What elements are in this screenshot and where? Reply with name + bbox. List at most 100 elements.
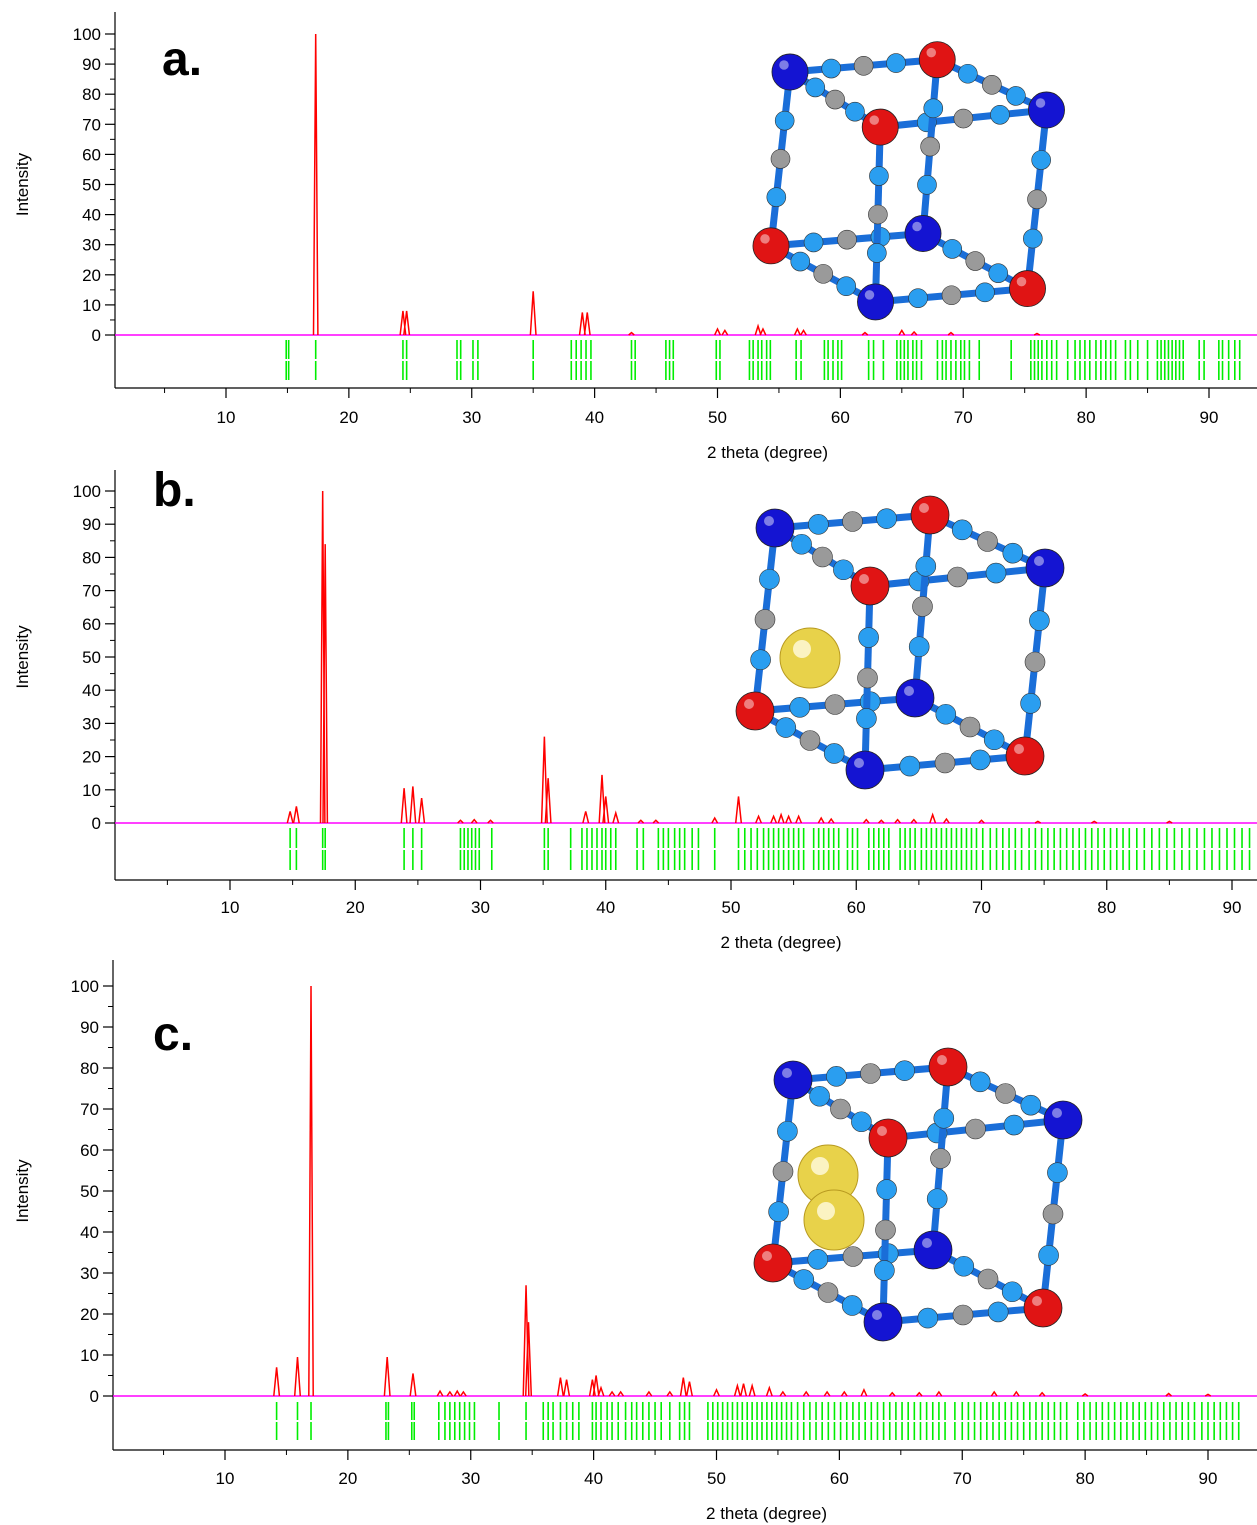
y-tick-label: 60 xyxy=(82,615,101,634)
panel-label: c. xyxy=(153,1008,193,1061)
y-tick-label: 10 xyxy=(82,296,101,315)
peak xyxy=(910,330,918,336)
guest-highlight xyxy=(793,640,811,658)
peak xyxy=(592,1375,600,1397)
nitrogen-atom xyxy=(1003,1114,1025,1136)
atom-highlight xyxy=(1032,1296,1042,1306)
carbon-atom xyxy=(920,136,940,157)
peak xyxy=(578,312,586,336)
peak xyxy=(598,774,606,824)
nitrogen-atom xyxy=(851,1111,872,1133)
nitrogen-atom xyxy=(1038,1245,1059,1266)
metal-atom xyxy=(1009,270,1046,308)
nitrogen-atom xyxy=(856,708,877,729)
nitrogen-atom xyxy=(774,110,795,131)
peak xyxy=(459,1390,467,1397)
y-axis-title: Intensity xyxy=(13,1159,32,1223)
peak xyxy=(894,818,901,824)
nitrogen-atom xyxy=(867,243,887,263)
atom-highlight xyxy=(877,1126,887,1136)
y-tick-label: 80 xyxy=(80,1059,99,1078)
guest-highlight xyxy=(817,1202,835,1220)
peak xyxy=(802,1390,810,1397)
peak xyxy=(597,1385,605,1397)
carbon-atom xyxy=(754,609,776,630)
peak xyxy=(685,1381,694,1397)
nitrogen-atom xyxy=(983,729,1005,751)
peak xyxy=(666,1390,674,1397)
peak xyxy=(436,1389,444,1397)
nitrogen-atom xyxy=(793,1269,815,1290)
peak xyxy=(383,1356,391,1397)
peak xyxy=(582,811,590,824)
nitrogen-atom xyxy=(908,288,928,308)
peak xyxy=(779,1390,787,1397)
carbon-atom xyxy=(813,264,834,284)
atom-highlight xyxy=(764,516,774,526)
metal-atom xyxy=(868,1118,908,1158)
y-tick-label: 20 xyxy=(82,748,101,767)
nitrogen-atom xyxy=(766,187,787,207)
peak xyxy=(308,985,314,1397)
x-tick-label: 80 xyxy=(1077,408,1096,427)
peak xyxy=(679,1377,687,1397)
carbon-atom xyxy=(875,1219,896,1241)
peak xyxy=(403,310,411,336)
carbon-atom xyxy=(842,1246,864,1267)
nitrogen-atom xyxy=(923,98,944,119)
peak xyxy=(759,327,767,336)
nitrogen-atom xyxy=(935,703,957,725)
x-tick-label: 20 xyxy=(338,1469,357,1488)
nitrogen-atom xyxy=(876,508,897,529)
peak xyxy=(770,814,778,824)
metal-atom xyxy=(1043,1100,1083,1140)
peak xyxy=(1033,332,1041,336)
peak xyxy=(943,817,950,824)
y-tick-label: 70 xyxy=(82,582,101,601)
nitrogen-atom xyxy=(975,282,995,303)
panel-label: a. xyxy=(162,33,202,86)
metal-atom xyxy=(1005,736,1045,776)
peak xyxy=(1081,1393,1089,1397)
nitrogen-atom xyxy=(777,1120,798,1142)
y-tick-label: 30 xyxy=(80,1264,99,1283)
nitrogen-atom xyxy=(805,77,826,98)
peak xyxy=(645,1390,653,1397)
carbon-atom xyxy=(912,596,933,617)
x-axis-title: 2 theta (degree) xyxy=(706,1504,827,1523)
atom-highlight xyxy=(937,1055,947,1065)
peak xyxy=(740,1383,748,1397)
nitrogen-atom xyxy=(759,568,780,590)
x-tick-label: 30 xyxy=(461,1469,480,1488)
nitrogen-atom xyxy=(775,717,797,738)
peak xyxy=(990,1390,998,1397)
nitrogen-atom xyxy=(917,1307,939,1329)
atom-highlight xyxy=(912,221,922,232)
nitrogen-atom xyxy=(987,1301,1009,1323)
xrd-panel-3: 0 10 20 30 40 50 60 70 80 90 100 10 20 30 40 50 60 70 80 90… xyxy=(13,960,1257,1523)
peak xyxy=(487,819,494,824)
framework-structure xyxy=(752,41,1065,321)
peak xyxy=(877,819,885,824)
nitrogen-atom xyxy=(869,166,889,186)
x-tick-label: 60 xyxy=(830,1469,849,1488)
carbon-atom xyxy=(772,1161,794,1182)
y-tick-label: 10 xyxy=(80,1346,99,1365)
guest-atom xyxy=(779,627,841,689)
peak xyxy=(714,327,721,336)
nitrogen-atom xyxy=(917,175,937,195)
y-tick-label: 50 xyxy=(82,176,101,195)
x-tick-label: 70 xyxy=(972,898,991,917)
x-tick-label: 20 xyxy=(346,898,365,917)
metal-atom xyxy=(845,750,885,790)
peak xyxy=(755,814,763,824)
y-tick-label: 0 xyxy=(92,814,101,833)
nitrogen-atom xyxy=(803,232,824,253)
carbon-atom xyxy=(825,89,845,110)
metal-atom xyxy=(895,678,935,718)
y-tick-label: 30 xyxy=(82,714,101,733)
nitrogen-atom xyxy=(899,755,921,777)
x-tick-label: 80 xyxy=(1076,1469,1095,1488)
framework-structure xyxy=(753,1047,1083,1342)
metal-atom xyxy=(904,215,942,252)
